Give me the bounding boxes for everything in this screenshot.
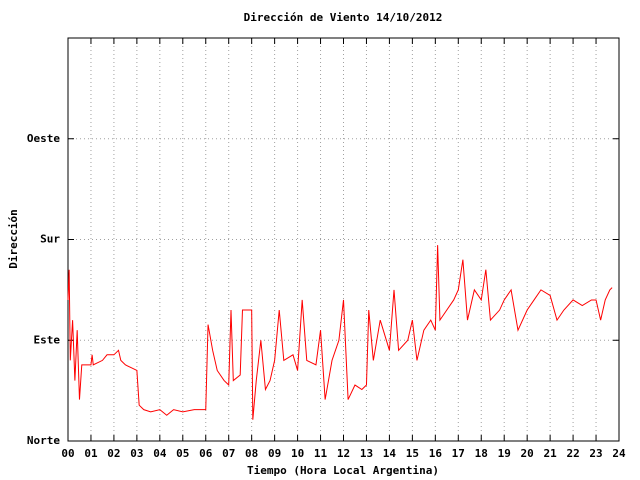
x-tick-label: 12	[337, 447, 350, 460]
x-tick-label: 07	[222, 447, 235, 460]
x-tick-label: 00	[61, 447, 74, 460]
y-tick-label: Oeste	[27, 132, 60, 145]
x-tick-label: 03	[130, 447, 143, 460]
x-tick-label: 06	[199, 447, 213, 460]
x-tick-label: 01	[84, 447, 98, 460]
x-tick-label: 20	[521, 447, 534, 460]
x-tick-label: 17	[452, 447, 465, 460]
x-tick-label: 09	[268, 447, 281, 460]
x-tick-label: 18	[475, 447, 488, 460]
plot-frame	[67, 37, 620, 442]
x-tick-label: 08	[245, 447, 258, 460]
data-line	[67, 245, 613, 420]
chart-title: Dirección de Viento 14/10/2012	[244, 11, 443, 24]
x-tick-label: 13	[360, 447, 373, 460]
x-tick-label: 04	[153, 447, 167, 460]
x-tick-label: 22	[566, 447, 579, 460]
x-tick-label: 16	[429, 447, 443, 460]
x-tick-label: 02	[107, 447, 120, 460]
x-tick-label: 14	[383, 447, 397, 460]
x-tick-label: 05	[176, 447, 189, 460]
y-tick-label: Este	[34, 333, 61, 346]
x-tick-label: 11	[314, 447, 328, 460]
x-axis-label: Tiempo (Hora Local Argentina)	[247, 464, 439, 477]
y-tick-label: Norte	[27, 434, 60, 447]
x-tick-label: 15	[406, 447, 419, 460]
x-tick-label: 19	[498, 447, 511, 460]
x-tick-label: 10	[291, 447, 304, 460]
x-tick-label: 23	[589, 447, 602, 460]
y-axis-label: Dirección	[7, 209, 20, 269]
y-tick-label: Sur	[40, 233, 60, 246]
x-tick-label: 21	[544, 447, 558, 460]
x-tick-label: 24	[612, 447, 626, 460]
